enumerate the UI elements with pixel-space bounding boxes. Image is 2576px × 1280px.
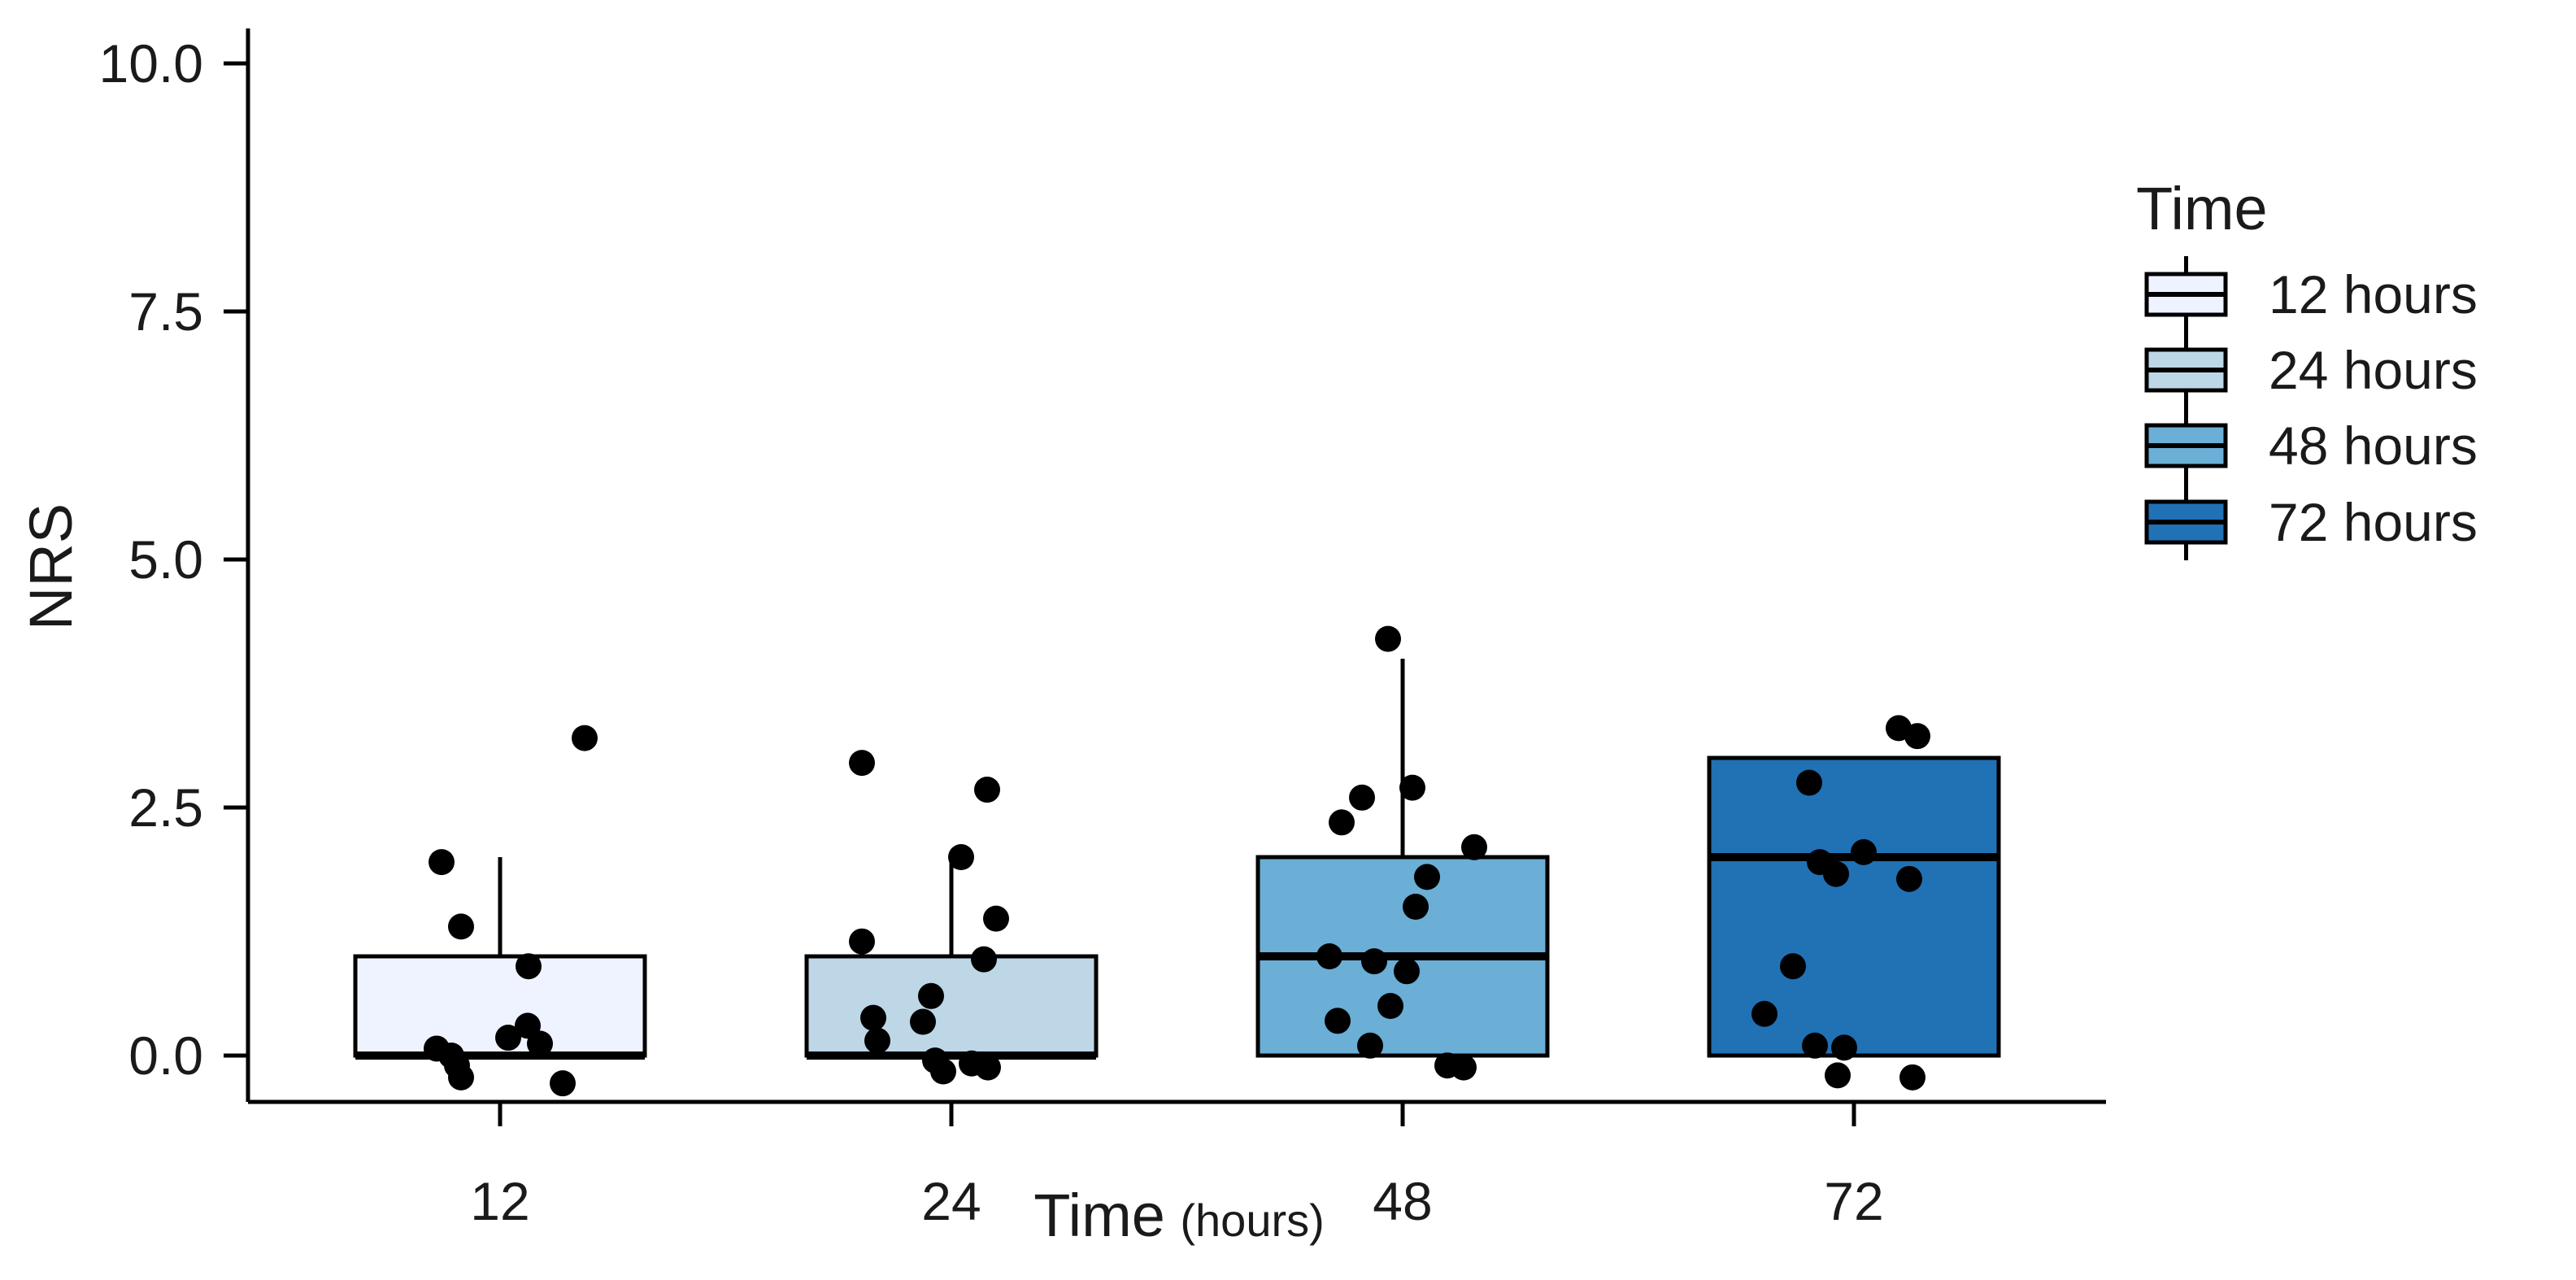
jitter-point-12h — [448, 1064, 474, 1091]
x-tick-label: 72 — [1824, 1171, 1883, 1231]
jitter-point-48h — [1329, 809, 1355, 836]
y-tick-label: 0.0 — [128, 1025, 203, 1086]
jitter-point-72h — [1904, 723, 1930, 750]
jitter-point-24h — [930, 1058, 956, 1085]
x-axis-title: Time (hours) — [1033, 1182, 1325, 1249]
jitter-point-24h — [918, 982, 944, 1009]
legend-entry-label: 72 hours — [2269, 492, 2478, 552]
jitter-point-48h — [1361, 948, 1387, 975]
whiskers-layer — [498, 659, 1405, 956]
jitter-point-24h — [983, 905, 1009, 932]
jitter-point-72h — [1780, 953, 1806, 980]
y-tick-label: 7.5 — [128, 281, 203, 342]
x-axis-title-unit: (hours) — [1180, 1195, 1324, 1246]
box-24h — [804, 954, 1099, 1058]
jitter-point-48h — [1399, 774, 1425, 801]
jitter-point-48h — [1349, 784, 1375, 811]
jitter-point-48h — [1316, 943, 1342, 969]
legend-entry-label: 24 hours — [2269, 340, 2478, 400]
jitter-point-12h — [550, 1070, 576, 1097]
axes-layer — [246, 28, 2106, 1104]
jitter-point-72h — [1823, 860, 1849, 887]
jitter-point-24h — [910, 1008, 936, 1035]
jitter-point-48h — [1414, 864, 1440, 890]
legend-entry-label: 12 hours — [2269, 264, 2478, 324]
jitter-point-48h — [1403, 894, 1429, 920]
jitter-point-24h — [971, 946, 997, 973]
jitter-point-24h — [975, 1054, 1001, 1081]
x-tick-label: 48 — [1373, 1171, 1432, 1231]
legend-title: Time — [2136, 175, 2268, 242]
boxes-layer — [353, 755, 2001, 1060]
jitter-point-12h — [448, 913, 474, 940]
jitter-point-12h — [527, 1030, 553, 1057]
y-tick-label: 10.0 — [99, 33, 203, 94]
y-axis-title: NRS — [17, 503, 85, 630]
x-tick-label: 12 — [470, 1171, 529, 1231]
legend: 12 hours 24 hours 48 hours 72 hours — [2144, 256, 2478, 560]
y-tick-label: 5.0 — [128, 529, 203, 590]
x-axis-title-main: Time — [1033, 1182, 1165, 1249]
jitter-point-12h — [572, 725, 598, 751]
jitter-point-24h — [948, 844, 974, 870]
jitter-point-72h — [1802, 1032, 1828, 1059]
jitter-point-72h — [1899, 1064, 1925, 1091]
jitter-point-24h — [974, 777, 1000, 803]
jitter-point-12h — [516, 953, 542, 980]
jitter-point-72h — [1831, 1034, 1857, 1061]
x-tick-label: 24 — [921, 1171, 981, 1231]
jitter-points-layer — [424, 625, 1930, 1097]
jitter-point-48h — [1325, 1008, 1351, 1034]
legend-entry-label: 48 hours — [2269, 416, 2478, 476]
jitter-point-72h — [1851, 838, 1877, 865]
jitter-point-72h — [1896, 865, 1922, 892]
jitter-point-24h — [849, 750, 875, 777]
jitter-point-72h — [1796, 769, 1822, 796]
jitter-point-24h — [849, 928, 875, 955]
jitter-point-24h — [864, 1027, 890, 1054]
jitter-point-48h — [1394, 958, 1420, 985]
jitter-point-48h — [1451, 1054, 1477, 1081]
jitter-point-48h — [1377, 993, 1403, 1019]
x-ticks-layer: 12 24 48 72 — [470, 1102, 1884, 1231]
jitter-point-48h — [1461, 834, 1487, 860]
jitter-point-12h — [429, 849, 455, 876]
y-ticks-layer: 0.0 2.5 5.0 7.5 10.0 — [99, 33, 248, 1086]
jitter-point-24h — [860, 1004, 886, 1031]
jitter-point-12h — [495, 1025, 521, 1051]
jitter-point-72h — [1825, 1062, 1851, 1089]
y-tick-label: 2.5 — [128, 777, 203, 838]
jitter-point-48h — [1375, 625, 1401, 652]
jitter-point-72h — [1751, 1000, 1778, 1027]
jitter-point-48h — [1357, 1032, 1383, 1059]
